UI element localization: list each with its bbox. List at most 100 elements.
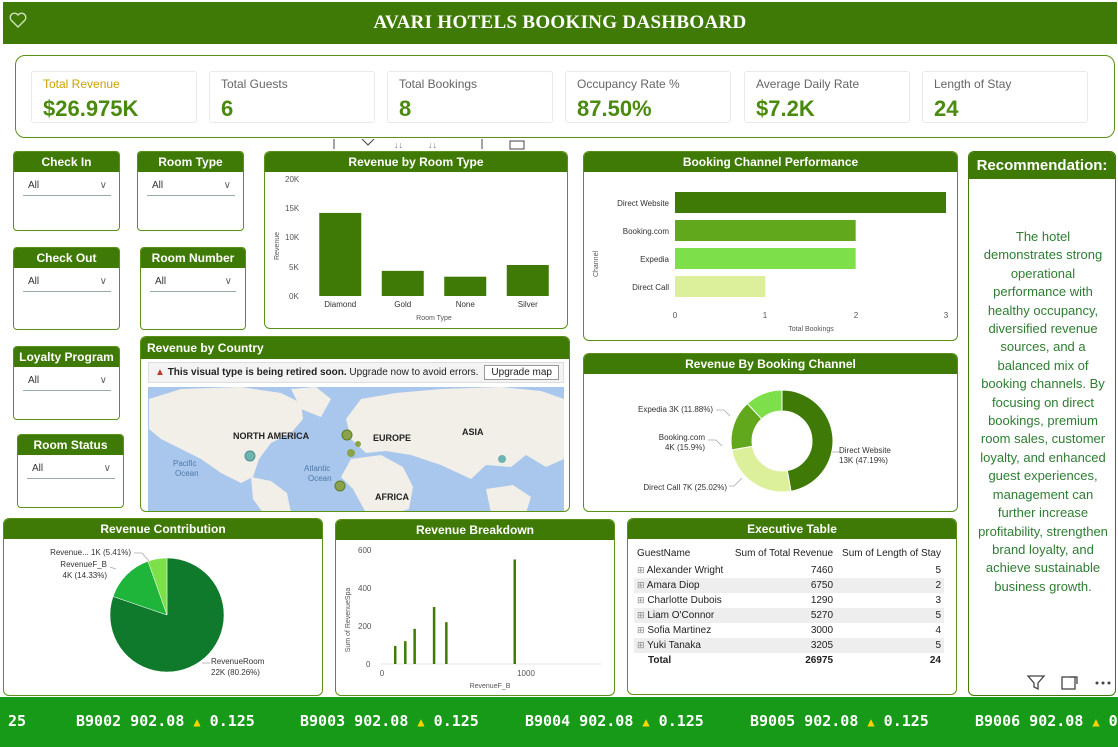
more-options-icon[interactable] — [1095, 681, 1111, 685]
ticker-delta: 0.125 — [1108, 712, 1118, 730]
svg-text:↓↓: ↓↓ — [394, 140, 403, 150]
kpi-total-revenue: Total Revenue $26.975K — [31, 71, 197, 123]
bar-direct-call[interactable] — [675, 276, 766, 297]
expand-icon[interactable]: ⊞ — [637, 580, 645, 590]
total-revenue-cell: 7460 — [810, 565, 834, 576]
map-bubble[interactable] — [244, 450, 256, 462]
world-map[interactable]: NORTH AMERICA EUROPE ASIA AFRICA Pacific… — [141, 359, 570, 512]
check-out-dropdown[interactable]: All ∨ — [23, 274, 111, 292]
kpi-total-bookings: Total Bookings 8 — [387, 71, 553, 123]
column-header[interactable]: Sum of Total Revenue — [734, 547, 834, 559]
table-row[interactable]: ⊞ Yuki Tanaka 3205 5 — [634, 638, 944, 653]
kpi-label: Average Daily Rate — [756, 77, 860, 91]
kpi-average-daily-rate: Average Daily Rate $7.2K — [744, 71, 910, 123]
bar-direct-website[interactable] — [675, 192, 946, 213]
chart-title: Revenue by Room Type — [265, 152, 567, 172]
bar[interactable] — [413, 628, 416, 664]
table-row[interactable]: ⊞ Charlotte Dubois 1290 3 — [634, 593, 944, 608]
ticker-delta: 0.125 — [883, 712, 929, 730]
y-tick: 5K — [289, 263, 299, 272]
y-tick: 400 — [358, 584, 372, 593]
table-row[interactable]: ⊞ Alexander Wright 7460 5 — [634, 563, 944, 578]
expand-icon[interactable]: ⊞ — [637, 640, 645, 650]
pie-slice-revenueroom[interactable] — [109, 557, 225, 673]
revenue-by-country-card: Revenue by Country NORTH AMERICA EUROPE … — [140, 336, 570, 512]
kpi-label: Total Revenue — [43, 77, 120, 91]
channel-performance-chart: Channel Direct Website Booking.com Expedia… — [593, 192, 949, 333]
map-bubble[interactable] — [498, 455, 506, 463]
expand-icon[interactable]: ⊞ — [637, 595, 645, 605]
map-bubble[interactable] — [347, 449, 355, 457]
ticker-delta: 0.125 — [658, 712, 704, 730]
length-of-stay-cell: 4 — [935, 625, 941, 636]
column-header[interactable]: Sum of Length of Stay — [842, 547, 941, 559]
donut-slice-expedia[interactable] — [746, 389, 783, 420]
expand-icon[interactable]: ⊞ — [637, 565, 645, 575]
room-number-dropdown[interactable]: All ∨ — [150, 274, 236, 292]
bar-none[interactable] — [444, 276, 487, 296]
map-label-ocean: Pacific — [173, 459, 197, 468]
expand-level-icon[interactable]: ↓↓ — [394, 140, 403, 150]
bar-gold[interactable] — [381, 270, 424, 296]
map-bubble[interactable] — [334, 480, 346, 492]
guest-name: Charlotte Dubois — [647, 595, 722, 606]
y-tick: 200 — [358, 622, 372, 631]
bar-booking-com[interactable] — [675, 220, 856, 241]
room-type-dropdown[interactable]: All ∨ — [147, 178, 235, 196]
column-header[interactable]: GuestName — [637, 547, 691, 559]
bar-diamond[interactable] — [319, 212, 362, 296]
ticker-item: B9005 902.08 ▲ 0.125 — [750, 697, 929, 746]
expand-icon[interactable]: ⊞ — [637, 625, 645, 635]
bar[interactable] — [445, 622, 448, 664]
pie-slice-revenue-[interactable] — [147, 557, 168, 616]
table-title: Executive Table — [628, 519, 956, 539]
kpi-value: $26.975K — [43, 96, 139, 121]
bar[interactable] — [393, 645, 397, 664]
x-axis-label: RevenueF_B — [470, 683, 511, 690]
ticker-item: B9006 902.08 ▲ 0.125 — [975, 697, 1118, 746]
upgrade-map-button[interactable]: Upgrade map — [484, 365, 559, 380]
filter-icon[interactable] — [1026, 675, 1046, 691]
slice-label: RevenueF_B — [60, 560, 107, 569]
expand-icon[interactable]: ⊞ — [637, 610, 645, 620]
table-row[interactable]: ⊞ Amara Diop 6750 2 — [634, 578, 944, 593]
donut-slice-direct-website[interactable] — [781, 389, 834, 492]
dropdown-value: All — [152, 180, 164, 191]
donut-slice-direct-call[interactable] — [731, 445, 792, 493]
bar[interactable] — [513, 559, 516, 665]
focus-mode-icon[interactable] — [509, 140, 525, 150]
table-row[interactable]: ⊞ Sofia Martinez 3000 4 — [634, 623, 944, 638]
room-status-dropdown[interactable]: All ∨ — [27, 461, 115, 479]
x-axis-label: Room Type — [416, 315, 452, 322]
revenue-contribution-card: Revenue Contribution Revenue... 1K (5.41… — [3, 518, 323, 696]
map-bubble[interactable] — [355, 441, 361, 447]
y-tick: 600 — [358, 546, 372, 555]
bar-silver[interactable] — [506, 264, 549, 296]
warning-icon: ▲ — [155, 367, 165, 378]
map-label-ocean: Ocean — [175, 469, 199, 478]
kpi-label: Total Guests — [221, 77, 288, 91]
ticker-delta: 0.125 — [433, 712, 479, 730]
total-revenue-cell: 3000 — [810, 625, 834, 636]
bar[interactable] — [432, 607, 436, 664]
check-in-dropdown[interactable]: All ∨ — [23, 178, 111, 196]
x-tick: Gold — [394, 300, 411, 309]
revenue-by-room-type-card: Revenue by Room Type Revenue 20K 15K 10K… — [264, 151, 568, 329]
total-revenue-cell: 6750 — [810, 580, 834, 591]
slicer-room-status: Room Status All ∨ — [17, 434, 124, 508]
bar-expedia[interactable] — [675, 248, 856, 269]
y-tick: 20K — [285, 175, 300, 184]
slice-label: 4K (15.9%) — [665, 443, 705, 452]
focus-mode-icon[interactable] — [1061, 676, 1078, 690]
loyalty-dropdown[interactable]: All ∨ — [23, 373, 111, 391]
bar[interactable] — [404, 641, 407, 664]
expand-all-icon[interactable]: ↓↓ — [428, 140, 437, 150]
drill-down-icon[interactable] — [361, 138, 375, 146]
chart-title: Revenue Contribution — [4, 519, 322, 539]
ticker-value: B9003 902.08 — [300, 712, 409, 730]
table-row[interactable]: ⊞ Liam O'Connor 5270 5 — [634, 608, 944, 623]
map-bubble[interactable] — [341, 429, 353, 441]
y-tick: Direct Call — [632, 283, 669, 292]
kpi-label: Total Bookings — [399, 77, 478, 91]
pie-slice-revenuef-b[interactable] — [112, 560, 168, 616]
